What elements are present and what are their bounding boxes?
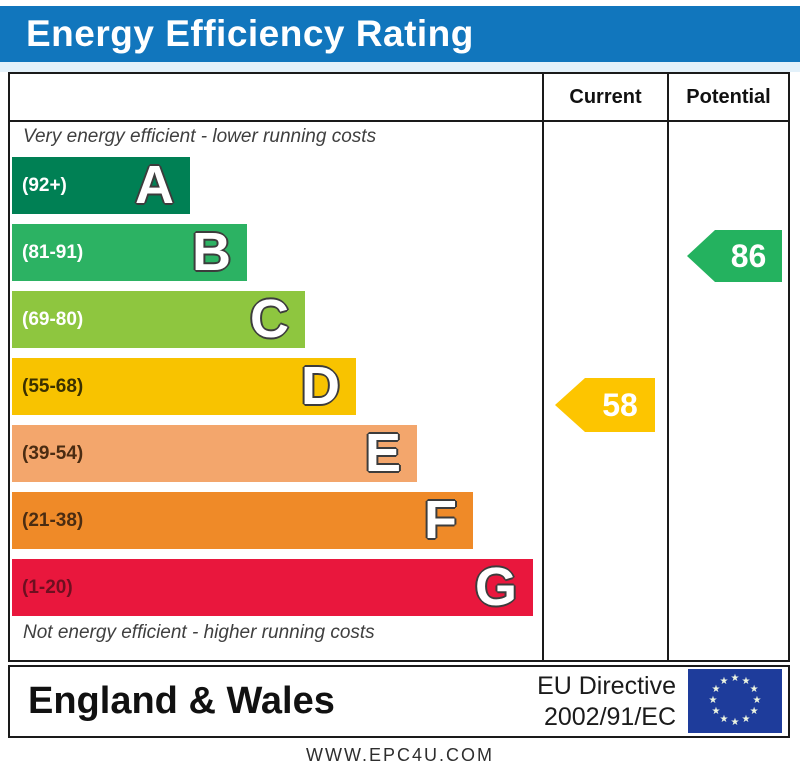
bottom-note: Not energy efficient - higher running co… — [23, 622, 375, 643]
eu-flag-star-icon: ★ — [708, 695, 718, 706]
eu-flag-star-icon: ★ — [730, 673, 740, 684]
rating-band: (1-20) G — [12, 559, 533, 616]
eu-flag-star-icon: ★ — [749, 684, 759, 695]
page-title: Energy Efficiency Rating — [26, 13, 474, 54]
column-divider-current — [542, 74, 544, 660]
eu-flag-star-icon: ★ — [711, 684, 721, 695]
top-note: Very energy efficient - lower running co… — [23, 126, 377, 147]
band-letter: B — [192, 222, 231, 282]
eu-flag-star-icon: ★ — [730, 717, 740, 728]
eu-flag-star-icon: ★ — [741, 714, 751, 726]
title-bar: Energy Efficiency Rating — [0, 6, 800, 62]
band-letter: A — [135, 155, 174, 215]
band-letter: G — [474, 557, 517, 617]
eu-flag-star-icon: ★ — [711, 706, 721, 717]
eu-flag-star-icon: ★ — [719, 714, 729, 726]
title-underlay — [0, 62, 800, 72]
potential-rating-value: 86 — [715, 230, 782, 282]
rating-band: (92+) A — [12, 157, 190, 214]
region-label: England & Wales — [28, 680, 335, 722]
band-range-label: (81-91) — [22, 242, 84, 263]
rating-band: (69-80) C — [12, 291, 305, 348]
header-divider — [10, 120, 788, 122]
eu-directive-label: EU Directive 2002/91/EC — [537, 671, 676, 733]
eu-directive-line2: 2002/91/EC — [543, 703, 676, 731]
eu-flag-star-icon: ★ — [752, 695, 762, 706]
band-range-label: (39-54) — [22, 443, 84, 464]
footer-box: England & Wales EU Directive 2002/91/EC … — [8, 665, 790, 738]
eu-flag-star-icon: ★ — [749, 706, 759, 717]
band-range-label: (92+) — [22, 175, 67, 196]
potential-arrow-tip-icon — [687, 230, 715, 282]
band-letter: D — [301, 356, 340, 416]
eu-flag-star-icon: ★ — [741, 675, 751, 687]
website-url: WWW.EPC4U.COM — [306, 745, 494, 765]
band-letter: F — [424, 490, 457, 550]
band-range-label: (55-68) — [22, 376, 84, 397]
current-arrow-tip-icon — [555, 378, 585, 432]
current-rating-arrow: 58 — [555, 378, 655, 432]
eu-flag-star-icon: ★ — [719, 675, 729, 687]
column-header-potential: Potential — [686, 85, 771, 108]
current-rating-value: 58 — [585, 378, 655, 432]
column-divider-potential — [667, 74, 669, 660]
rating-band: (21-38) F — [12, 492, 473, 549]
rating-band: (81-91) B — [12, 224, 247, 281]
band-letter: E — [364, 423, 401, 483]
eu-flag-icon: ★ ★ ★ ★ ★ ★ ★ ★ ★ ★ ★ ★ — [688, 669, 782, 733]
column-header-current: Current — [569, 85, 642, 108]
band-range-label: (1-20) — [22, 577, 73, 598]
band-range-label: (21-38) — [22, 510, 84, 531]
band-letter: C — [250, 289, 289, 349]
potential-rating-arrow: 86 — [687, 230, 782, 282]
band-range-label: (69-80) — [22, 309, 84, 330]
eu-directive-line1: EU Directive — [537, 672, 676, 700]
rating-band: (55-68) D — [12, 358, 356, 415]
rating-band: (39-54) E — [12, 425, 417, 482]
rating-table: Current Potential Very energy efficient … — [8, 72, 790, 662]
